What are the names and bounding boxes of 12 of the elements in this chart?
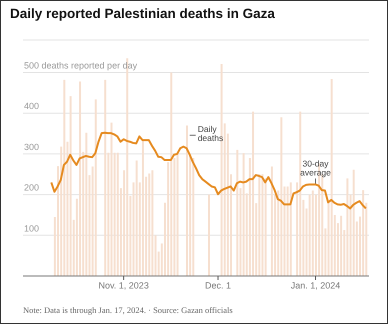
annotation: Daily deaths [198,124,224,144]
chart-title: Daily reported Palestinian deaths in Gaza [10,6,275,21]
x-tick-label: Nov. 1, 2023 [98,280,149,290]
y-tick-label: 200 [24,182,40,193]
y-tick-label: 500 deaths reported per day [24,60,138,71]
x-tick-label: Dec. 1 [205,280,232,290]
x-tick-label: Jan. 1, 2024 [290,280,340,290]
y-tick-label: 300 [24,142,40,152]
y-tick-label: 100 [24,223,40,234]
y-tick-label: 400 [24,101,40,112]
annotation: 30-day average [300,158,332,178]
text: Note: Data is through Jan. 17, 2024. · Source: Gazan officials [23,305,233,315]
